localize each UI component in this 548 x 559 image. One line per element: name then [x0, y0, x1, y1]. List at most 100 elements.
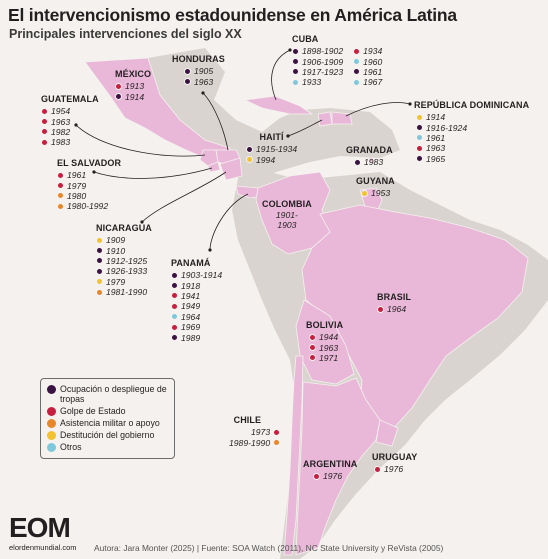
- event-list: 1914 1916-1924 1961 1963 1965: [416, 112, 529, 164]
- leader-el-salvador: [93, 167, 213, 179]
- event-list: 1954 1963 1982 1983: [41, 106, 99, 148]
- event-list: 1913 1914: [115, 81, 151, 102]
- event-dot: [96, 288, 103, 296]
- leader-end-haiti: [286, 134, 290, 138]
- event-item: 1903-1914: [171, 270, 222, 280]
- event-year: 1915-1934: [256, 144, 298, 155]
- legend: Ocupación o despliegue de tropas Golpe d…: [40, 378, 175, 459]
- group-guyana: Guyana 1953: [356, 176, 395, 198]
- group-chile: Chile 1973 1989-1990: [229, 415, 281, 448]
- event-item: 1973: [250, 427, 281, 438]
- event-dot: [292, 68, 299, 76]
- legend-label: Ocupación o despliegue de tropas: [60, 384, 167, 404]
- event-year: 1941: [181, 290, 201, 301]
- legend-label: Otros: [60, 442, 82, 452]
- event-year: 1914: [426, 112, 446, 123]
- event-item: 1944: [309, 332, 343, 342]
- group-nicaragua: Nicaragua 1909 1910 1912-1925 1926-1933 1979…: [96, 223, 152, 297]
- event-dot: [292, 47, 299, 55]
- event-dot: [171, 271, 178, 279]
- event-dot: [171, 334, 178, 342]
- event-year: 1973: [250, 427, 271, 438]
- event-dot: [41, 107, 48, 115]
- country-label-nicaragua: Nicaragua: [96, 223, 152, 233]
- country-chile: [283, 355, 304, 556]
- leader-cuba: [271, 49, 291, 101]
- event-list: 1903-1914 1918 1941 1949 1964 1969 1989: [171, 270, 222, 343]
- event-item: 1963: [184, 76, 225, 87]
- group-brasil: Brasil 1964: [377, 292, 411, 314]
- page-title: El intervencionismo estadounidense en Am…: [8, 5, 457, 25]
- event-dot: [273, 439, 281, 447]
- event-dot: [96, 247, 103, 255]
- event-year: 1964: [181, 311, 201, 322]
- event-dot: [96, 257, 103, 265]
- event-item: 1905: [184, 66, 225, 76]
- event-dot: [115, 82, 122, 90]
- event-year: 1898-1902: [302, 46, 344, 57]
- event-dot: [309, 354, 316, 362]
- event-dot: [41, 128, 48, 136]
- event-dot: [171, 302, 178, 310]
- event-dot: [353, 47, 361, 55]
- event-year: 1916-1924: [426, 122, 468, 133]
- cuba-columns: 1898-1902 1906-1909 1917-1923 1933 1934 1960…: [292, 45, 382, 88]
- event-list: 1934 1960 1961 1967: [353, 46, 382, 88]
- event-year: 1980: [67, 190, 87, 201]
- event-year: 1912-1925: [106, 255, 148, 266]
- country-uruguay: [375, 419, 399, 447]
- event-item: 1917-1923: [292, 67, 343, 77]
- event-dot: [96, 267, 103, 275]
- event-item: 1983: [41, 137, 99, 147]
- event-item: 1914: [115, 91, 151, 102]
- leader-haiti: [287, 119, 323, 137]
- event-year: 1934: [363, 46, 383, 57]
- event-dot: [96, 236, 103, 244]
- leader-end-honduras: [201, 91, 205, 95]
- country-label-guatemala: Guatemala: [41, 94, 99, 104]
- legend-label: Asistencia militar o apoyo: [60, 418, 160, 428]
- event-list: 1905 1963: [184, 66, 225, 87]
- event-item: 1918: [171, 280, 222, 291]
- event-year: 1963: [319, 342, 339, 353]
- event-list: 1909 1910 1912-1925 1926-1933 1979 1981-1990: [96, 235, 152, 297]
- event-item: 1980-1992: [57, 201, 121, 211]
- event-dot: [309, 344, 316, 352]
- legend-dot-ocupacion: [47, 385, 56, 394]
- event-year: 1913: [125, 81, 145, 92]
- event-item: 1976: [374, 464, 417, 474]
- event-dot: [353, 58, 361, 66]
- event-item: 1898-1902: [292, 46, 343, 56]
- country-cuba: [243, 95, 314, 115]
- event-item: 1994: [246, 154, 297, 165]
- event-dot: [57, 182, 64, 190]
- event-dot: [416, 155, 423, 163]
- country-label-brasil: Brasil: [377, 292, 412, 302]
- event-item: 1964: [171, 312, 222, 322]
- country-label-colombia: Colombia: [262, 199, 312, 209]
- event-year: 1989: [181, 332, 201, 343]
- group-mexico: México 1913 1914: [115, 69, 151, 102]
- event-item: 1926-1933: [96, 266, 152, 276]
- event-item: 1961: [353, 67, 382, 77]
- event-year: 1903-1914: [181, 270, 223, 281]
- event-item: 1989-1990: [229, 437, 281, 448]
- group-argentina: Argentina 1976: [303, 459, 357, 481]
- group-dominican-republic: República Dominicana 1914 1916-1924 1961 19…: [414, 100, 529, 164]
- event-item: 1979: [96, 277, 152, 287]
- source-credit: Autora: Jara Monter (2025) | Fuente: SOA…: [94, 543, 444, 553]
- event-year: 1979: [67, 180, 87, 191]
- event-item: 1914: [416, 112, 529, 122]
- event-year: 1983: [364, 157, 384, 168]
- country-el-salvador: [207, 161, 221, 173]
- event-dot: [184, 67, 191, 75]
- leader-end-panama: [208, 248, 212, 252]
- logo[interactable]: EOM elordenmundial.com: [9, 514, 87, 553]
- legend-dot-otros: [47, 443, 56, 452]
- event-year: 1994: [256, 154, 276, 165]
- country-label-chile: Chile: [233, 415, 262, 425]
- event-year: 1963: [51, 116, 71, 127]
- event-item: 1953: [361, 188, 395, 198]
- event-dot: [41, 118, 48, 126]
- legend-label: Golpe de Estado: [60, 406, 126, 416]
